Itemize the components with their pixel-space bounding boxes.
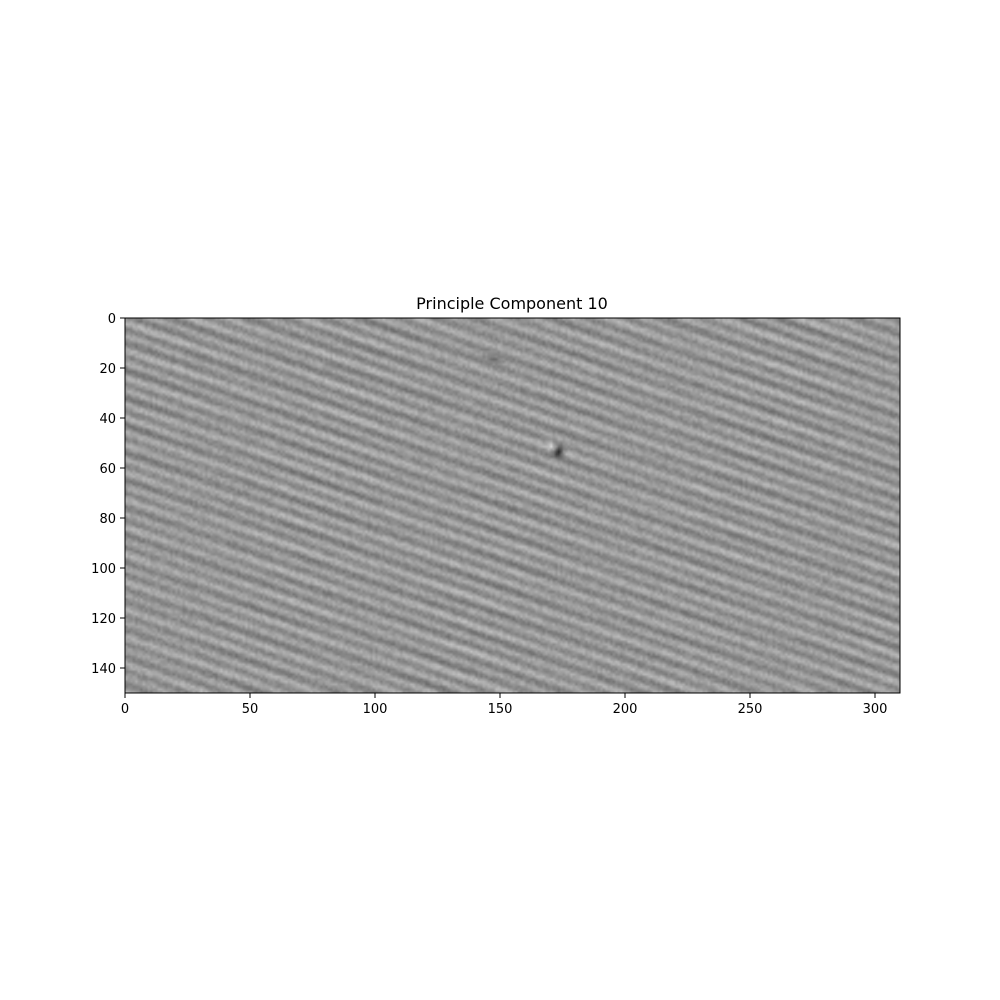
y-tick-label: 0 [108, 312, 116, 327]
x-tick-label: 50 [242, 702, 259, 717]
y-axis: 0 20 40 60 80 100 120 140 [91, 312, 125, 677]
y-tick-label: 140 [91, 662, 116, 677]
x-tick-label: 250 [738, 702, 763, 717]
x-tick-label: 300 [863, 702, 888, 717]
chart-title: Principle Component 10 [416, 294, 608, 313]
y-tick-label: 120 [91, 612, 116, 627]
y-tick-label: 20 [99, 362, 116, 377]
x-axis: 0 50 100 150 200 250 300 [121, 693, 888, 717]
y-tick-label: 40 [99, 412, 116, 427]
x-tick-label: 0 [121, 702, 129, 717]
y-tick-label: 100 [91, 562, 116, 577]
x-tick-label: 200 [613, 702, 638, 717]
y-tick-label: 60 [99, 462, 116, 477]
plot-frame [124, 317, 901, 694]
y-tick-label: 80 [99, 512, 116, 527]
plot-area [124, 317, 901, 694]
x-tick-label: 150 [488, 702, 513, 717]
heatmap-image [125, 318, 900, 693]
x-tick-label: 100 [363, 702, 388, 717]
